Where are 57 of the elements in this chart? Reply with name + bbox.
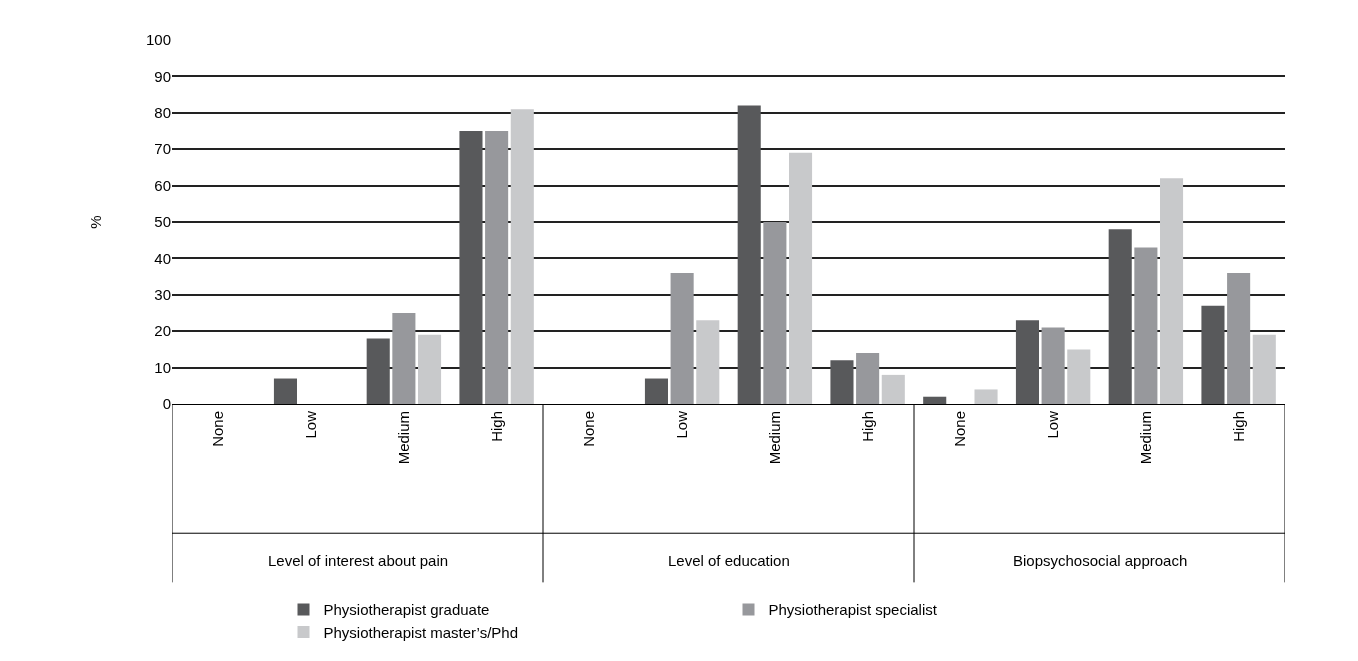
y-tick-label: 60	[154, 176, 171, 194]
x-tick-label: None	[580, 411, 598, 447]
bar	[644, 378, 669, 404]
bar	[366, 338, 390, 404]
bar	[1041, 327, 1065, 404]
bar	[830, 360, 854, 404]
bar	[696, 320, 720, 404]
x-tick-label: High	[487, 411, 505, 442]
bar	[737, 105, 761, 404]
bar	[856, 353, 880, 404]
bar	[459, 131, 483, 404]
y-tick-label: 50	[154, 213, 171, 231]
bar	[1015, 320, 1040, 404]
y-tick-label: 100	[145, 31, 171, 49]
y-axis-title: %	[87, 215, 105, 229]
bar	[923, 396, 947, 404]
y-tick-label: 80	[154, 104, 171, 122]
x-tick-label: Medium	[1136, 411, 1154, 465]
x-tick-label: None	[209, 411, 227, 447]
bar	[1134, 247, 1158, 404]
x-tick-label: Low	[1044, 410, 1062, 439]
legend-label: Physiotherapist graduate	[323, 601, 490, 619]
x-tick-label: Medium	[765, 411, 783, 465]
x-tick-label: Low	[673, 410, 691, 439]
x-tick-label: High	[1229, 411, 1247, 442]
bar	[392, 313, 416, 404]
x-tick-label: High	[858, 411, 876, 442]
bar	[763, 222, 787, 404]
bar	[273, 378, 298, 404]
bar	[1108, 229, 1132, 404]
y-tick-label: 10	[154, 358, 171, 376]
bar	[1067, 349, 1091, 404]
legend-label: Physiotherapist master’s/Phd	[323, 623, 519, 641]
bar	[510, 109, 534, 404]
bar	[485, 131, 509, 404]
y-tick-label: 90	[154, 67, 171, 85]
bar	[974, 389, 998, 404]
bar	[788, 152, 813, 404]
y-tick-label: 0	[162, 395, 171, 413]
bar	[881, 374, 905, 404]
x-tick-label: Low	[302, 410, 320, 439]
bar	[1252, 334, 1276, 404]
text: Level of interest about pain	[268, 552, 449, 569]
y-tick-label: 30	[154, 286, 171, 304]
y-tick-label: 20	[154, 322, 171, 340]
bar	[1227, 272, 1251, 404]
text: Level of education	[668, 552, 790, 569]
x-tick-label: None	[951, 411, 969, 447]
bar	[1159, 178, 1184, 404]
y-tick-label: 70	[154, 140, 171, 158]
bar	[417, 334, 442, 404]
x-tick-label: Medium	[394, 411, 412, 465]
y-tick-label: 40	[154, 249, 171, 267]
bar	[670, 272, 694, 404]
legend-label: Physiotherapist specialist	[768, 601, 938, 619]
text: Biopsychosocial approach	[1013, 552, 1188, 569]
bar	[1201, 305, 1225, 404]
